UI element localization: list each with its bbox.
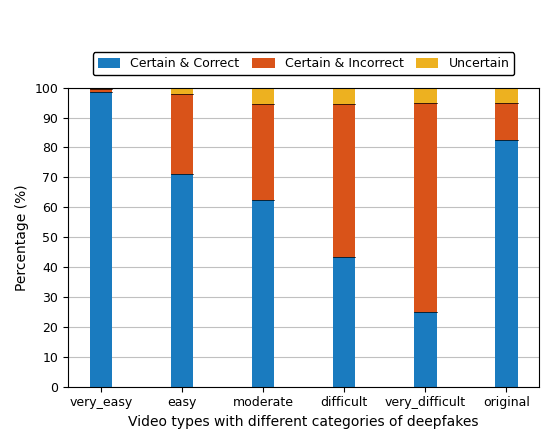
Bar [90,88,112,89]
Bar [495,140,517,387]
Bar [333,104,356,257]
Legend: Certain & Correct, Certain & Incorrect, Uncertain: Certain & Correct, Certain & Incorrect, … [93,52,514,75]
Bar [333,88,356,104]
Bar [171,174,193,387]
Bar [171,88,193,94]
Bar [495,103,517,140]
Bar [414,312,437,387]
Y-axis label: Percentage (%): Percentage (%) [15,184,29,290]
Bar [252,88,274,104]
Bar [414,88,437,103]
Bar [495,88,517,103]
Bar [333,257,356,387]
Bar [414,103,437,312]
Bar [90,89,112,92]
Bar [252,200,274,387]
X-axis label: Video types with different categories of deepfakes: Video types with different categories of… [129,415,479,429]
Bar [171,94,193,174]
Bar [90,92,112,387]
Bar [252,104,274,200]
